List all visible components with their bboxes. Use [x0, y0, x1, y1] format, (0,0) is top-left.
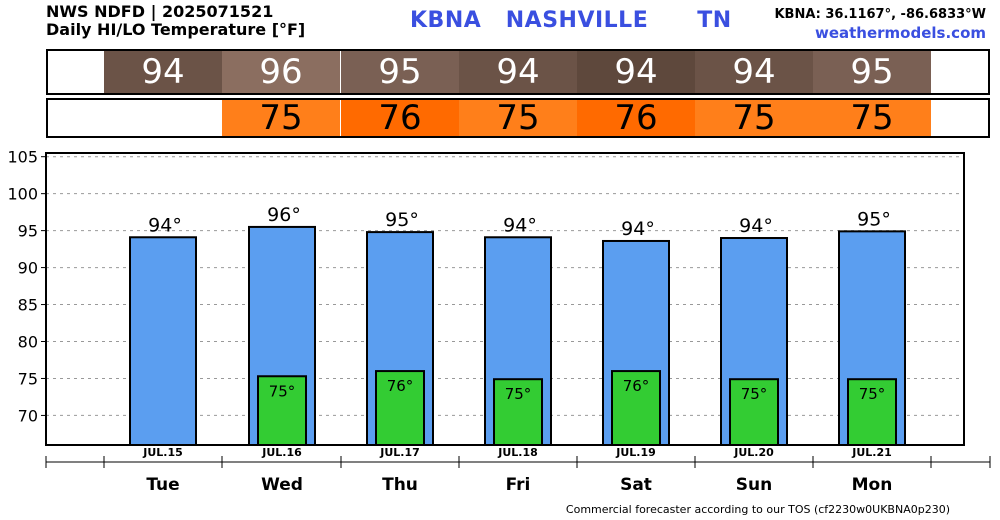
location-title: KBNA NASHVILLE TN: [410, 8, 732, 33]
high-bar-label: 94°: [148, 214, 182, 236]
date-label: JUL.17: [379, 446, 420, 459]
header-left: NWS NDFD | 2025071521 Daily HI/LO Temper…: [46, 3, 305, 39]
date-label: JUL.18: [497, 446, 538, 459]
low-temp-strip: 75 76 75 76 75 75: [46, 98, 990, 138]
low-temp-cell: 76: [577, 98, 695, 138]
day-label: Mon: [852, 475, 893, 495]
y-tick-label: 70: [18, 406, 38, 425]
y-tick-label: 75: [18, 369, 38, 388]
high-bar: [129, 236, 197, 446]
y-tick-label: 105: [7, 148, 38, 167]
low-temp-cell: 76: [341, 98, 459, 138]
site-link[interactable]: weathermodels.com: [814, 24, 986, 42]
low-bar-label: 75°: [859, 385, 886, 403]
high-bar-label: 94°: [739, 215, 773, 237]
coordinates: KBNA: 36.1167°, -86.6833°W: [774, 7, 986, 22]
y-tick-label: 90: [18, 259, 38, 278]
high-bar-label: 94°: [621, 218, 655, 240]
low-temp-cell: 75: [459, 98, 577, 138]
low-temp-cell: [104, 100, 222, 136]
high-bar-label: 95°: [857, 208, 891, 230]
low-temp-cell: 75: [813, 98, 931, 138]
header-right: KBNA: 36.1167°, -86.6833°W weathermodels…: [774, 5, 986, 43]
date-label: JUL.15: [142, 446, 183, 459]
low-bar: [611, 370, 661, 446]
y-tick-label: 85: [18, 296, 38, 315]
y-tick-label: 80: [18, 333, 38, 352]
day-label: Tue: [146, 475, 179, 495]
low-temp-cell: 75: [695, 98, 813, 138]
low-bar-label: 75°: [505, 385, 532, 403]
low-bar: [375, 370, 425, 446]
low-bar: [493, 378, 543, 446]
low-bar-label: 76°: [623, 377, 650, 395]
high-temp-cell: 94: [695, 51, 813, 93]
station-id: KBNA: [410, 8, 482, 33]
high-temp-strip: 94 96 95 94 94 94 95: [46, 49, 990, 95]
high-temp-cell: 96: [222, 51, 340, 93]
day-label: Sat: [620, 475, 652, 495]
low-temp-cell: 75: [222, 98, 340, 138]
high-temp-cell: 94: [459, 51, 577, 93]
y-tick-label: 100: [7, 185, 38, 204]
date-label: JUL.21: [851, 446, 892, 459]
high-temp-cell: 95: [813, 51, 931, 93]
low-bar: [847, 378, 897, 446]
high-bar-label: 95°: [385, 209, 419, 231]
high-bar-label: 96°: [267, 204, 301, 226]
low-bar-label: 75°: [269, 382, 296, 400]
high-temp-cell: 94: [577, 51, 695, 93]
date-label: JUL.16: [261, 446, 302, 459]
low-bar-label: 75°: [741, 385, 768, 403]
low-bar: [729, 378, 779, 446]
temperature-chart: 70 75 80 85 90 95 100 105 94° 96° 75° 95° 76° 94° 75° 9…: [7, 148, 991, 495]
city-name: NASHVILLE: [505, 8, 649, 33]
day-label: Fri: [506, 475, 531, 495]
y-tick-label: 95: [18, 222, 38, 241]
day-label: Wed: [261, 475, 303, 495]
variable-line: Daily HI/LO Temperature [°F]: [46, 20, 306, 39]
date-label: JUL.20: [733, 446, 774, 459]
day-label: Thu: [382, 475, 418, 495]
footer-note: Commercial forecaster according to our T…: [565, 503, 950, 516]
product-line: NWS NDFD | 2025071521: [46, 2, 274, 21]
day-label: Sun: [736, 475, 772, 495]
high-bar-label: 94°: [503, 214, 537, 236]
state-name: TN: [697, 8, 732, 33]
high-temp-cell: 95: [341, 51, 459, 93]
date-label: JUL.19: [615, 446, 656, 459]
high-temp-cell: 94: [104, 51, 222, 93]
low-bar-label: 76°: [387, 377, 414, 395]
low-bar: [257, 375, 307, 446]
